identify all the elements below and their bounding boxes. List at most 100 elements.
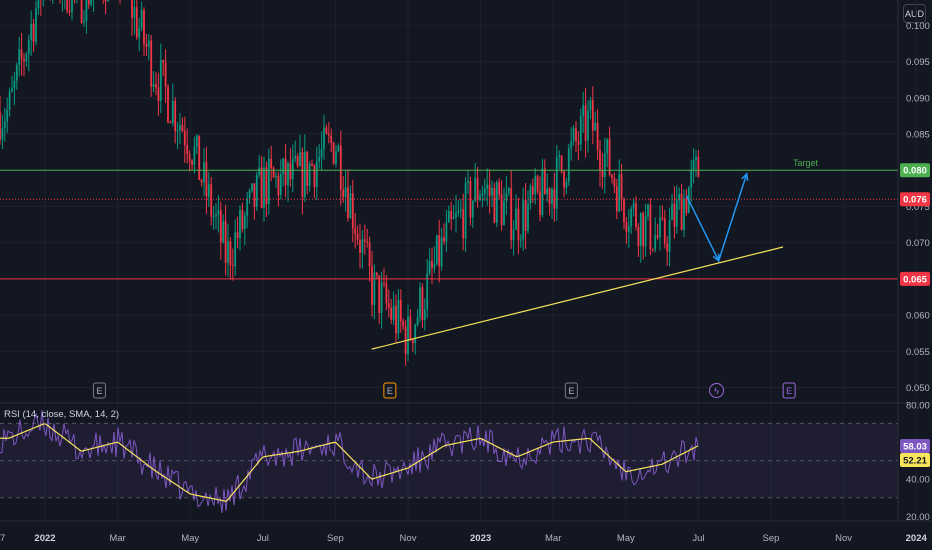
candle-body — [150, 40, 153, 88]
candle-body — [83, 21, 85, 23]
candle-body — [695, 156, 697, 161]
candle-body — [471, 200, 474, 218]
event-marker-glyph: E — [568, 386, 574, 396]
rsi-tick-label: 80.00 — [906, 400, 930, 411]
candle-body — [349, 193, 352, 219]
event-marker-icon[interactable]: E — [383, 382, 397, 399]
candle-body — [145, 44, 148, 47]
event-marker-icon[interactable]: ϟ — [709, 383, 725, 398]
candle-body — [224, 220, 227, 263]
candle-body — [603, 153, 606, 177]
candle-body — [647, 204, 649, 217]
candle-body — [236, 232, 239, 239]
event-marker-glyph: E — [387, 386, 393, 396]
event-marker-icon[interactable]: E — [92, 382, 106, 399]
candle-body — [251, 183, 253, 191]
candle-body — [133, 7, 136, 18]
candle-body — [464, 182, 467, 239]
candle-body — [591, 100, 594, 131]
candle-body — [138, 27, 141, 38]
candle-body — [87, 0, 90, 5]
candle-body — [438, 235, 441, 267]
candle-body — [219, 210, 222, 243]
candle-body — [181, 125, 184, 132]
candle-body — [174, 100, 177, 132]
candle-body — [371, 266, 373, 305]
candle-body — [551, 189, 553, 204]
rsi-legend[interactable]: RSI (14, close, SMA, 14, 2) — [4, 409, 120, 420]
horizontal-lines[interactable]: Target — [0, 158, 898, 280]
candle-body — [296, 156, 299, 166]
candle-body — [608, 139, 611, 176]
candle-body — [407, 316, 409, 355]
time-tick-label: 2024 — [906, 533, 928, 544]
price-tick-label: 0.100 — [906, 21, 930, 32]
candle-body — [248, 190, 251, 199]
price-tick-label: 0.075 — [906, 202, 930, 213]
svg-text:0.076: 0.076 — [903, 195, 927, 206]
candle-body — [107, 0, 109, 2]
candle-body — [260, 167, 263, 208]
candle-body — [579, 115, 582, 145]
candle-body — [335, 151, 337, 164]
candle-body — [243, 215, 246, 229]
candle-body — [195, 135, 198, 147]
candle-body — [411, 338, 414, 344]
candle-body — [531, 186, 534, 195]
time-tick-label: Mar — [109, 533, 125, 544]
candle-body — [263, 167, 265, 208]
candle-body — [450, 210, 453, 219]
candle-body — [135, 7, 138, 38]
candle-body — [179, 125, 181, 131]
candle-body — [659, 217, 661, 238]
price-tick-label: 0.070 — [906, 238, 930, 249]
candle-body — [287, 163, 289, 186]
candle-body — [467, 181, 469, 183]
candle-body — [159, 60, 162, 101]
candle-body — [275, 175, 277, 178]
candle-body — [299, 152, 301, 166]
currency-selector[interactable]: AUD — [903, 4, 926, 23]
time-tick-label: May — [181, 533, 199, 544]
candle-body — [457, 210, 460, 213]
candle-body — [483, 188, 486, 194]
price-candles — [0, 0, 700, 366]
candle-body — [191, 160, 193, 165]
candle-body — [327, 133, 330, 136]
candle-body — [515, 208, 517, 230]
candle-body — [140, 10, 143, 28]
event-marker-icon[interactable]: E — [782, 382, 796, 399]
candle-body — [419, 287, 421, 318]
candle-body — [421, 287, 424, 321]
candle-body — [678, 193, 681, 201]
candle-body — [683, 198, 685, 231]
time-tick-label: May — [617, 533, 635, 544]
candle-body — [27, 39, 30, 55]
candle-body — [395, 305, 397, 334]
candle-body — [524, 199, 527, 231]
candle-body — [11, 88, 13, 92]
time-tick-label: Sep — [763, 533, 780, 544]
candle-body — [630, 208, 633, 227]
candle-body — [435, 235, 438, 264]
candle-body — [318, 156, 321, 162]
target-price-tag: 0.080 — [900, 163, 930, 178]
drawings[interactable] — [371, 172, 784, 350]
candle-body — [685, 198, 688, 213]
candle-body — [368, 242, 371, 267]
time-tick-label: 2023 — [470, 533, 491, 544]
rsi-tick-label: 20.00 — [906, 512, 930, 523]
candle-body — [152, 84, 155, 88]
candle-body — [599, 149, 601, 170]
event-marker-icon[interactable]: E — [564, 382, 578, 399]
candle-body — [289, 163, 292, 180]
svg-text:58.03: 58.03 — [903, 442, 927, 453]
candle-body — [594, 122, 597, 131]
candle-body — [644, 216, 647, 247]
candle-body — [171, 100, 174, 124]
candle-body — [193, 146, 196, 165]
candle-body — [282, 158, 285, 175]
candle-body — [344, 187, 347, 198]
